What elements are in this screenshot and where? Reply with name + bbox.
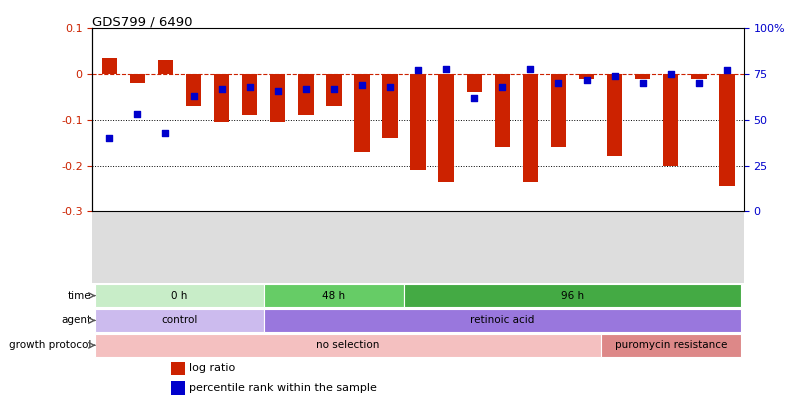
Bar <box>95 284 263 307</box>
Bar <box>185 74 201 106</box>
Bar <box>691 74 706 79</box>
Point <box>579 76 592 83</box>
Point <box>271 87 283 94</box>
Point <box>327 85 340 92</box>
Bar <box>606 74 622 156</box>
Bar <box>214 74 229 122</box>
Text: control: control <box>161 315 198 326</box>
Point <box>495 84 508 90</box>
Point <box>524 65 536 72</box>
Bar <box>600 334 740 357</box>
Bar <box>157 60 173 74</box>
Bar <box>170 381 185 395</box>
Bar <box>438 74 454 181</box>
Point <box>719 67 732 74</box>
Point <box>299 85 312 92</box>
Point <box>552 80 565 87</box>
Bar <box>404 284 740 307</box>
Text: growth protocol: growth protocol <box>10 340 92 350</box>
Bar <box>101 58 117 74</box>
Bar <box>494 74 509 147</box>
Bar <box>263 309 740 332</box>
Bar <box>270 74 285 122</box>
Bar <box>410 74 426 170</box>
Point <box>159 130 172 136</box>
Point <box>691 80 704 87</box>
Text: no selection: no selection <box>316 340 379 350</box>
Bar <box>466 74 481 92</box>
Point <box>663 71 676 77</box>
Text: log ratio: log ratio <box>189 363 234 373</box>
Text: 0 h: 0 h <box>171 291 187 301</box>
Point <box>411 67 424 74</box>
Text: agent: agent <box>62 315 92 326</box>
Point <box>187 93 200 99</box>
Bar <box>634 74 650 79</box>
Text: time: time <box>68 291 92 301</box>
Bar <box>95 334 600 357</box>
Bar <box>298 74 313 115</box>
Bar <box>381 74 397 138</box>
Text: percentile rank within the sample: percentile rank within the sample <box>189 383 377 393</box>
Bar <box>662 74 678 166</box>
Text: 48 h: 48 h <box>322 291 345 301</box>
Point <box>467 95 480 101</box>
Bar <box>578 74 593 79</box>
Point <box>383 84 396 90</box>
Point <box>355 82 368 88</box>
Point <box>635 80 648 87</box>
Point <box>131 111 144 117</box>
Text: retinoic acid: retinoic acid <box>470 315 534 326</box>
Bar <box>550 74 565 147</box>
Point <box>439 65 452 72</box>
Point <box>103 135 116 141</box>
Bar <box>95 309 263 332</box>
Bar <box>263 284 404 307</box>
Bar <box>522 74 537 181</box>
Bar <box>242 74 257 115</box>
Bar <box>170 362 185 375</box>
Text: puromycin resistance: puromycin resistance <box>613 340 726 350</box>
Bar <box>129 74 145 83</box>
Point <box>215 85 228 92</box>
Bar <box>354 74 369 152</box>
Text: 96 h: 96 h <box>560 291 583 301</box>
Text: GDS799 / 6490: GDS799 / 6490 <box>92 15 193 28</box>
Bar <box>326 74 341 106</box>
Point <box>243 84 256 90</box>
Point <box>607 72 620 79</box>
Bar <box>718 74 734 186</box>
